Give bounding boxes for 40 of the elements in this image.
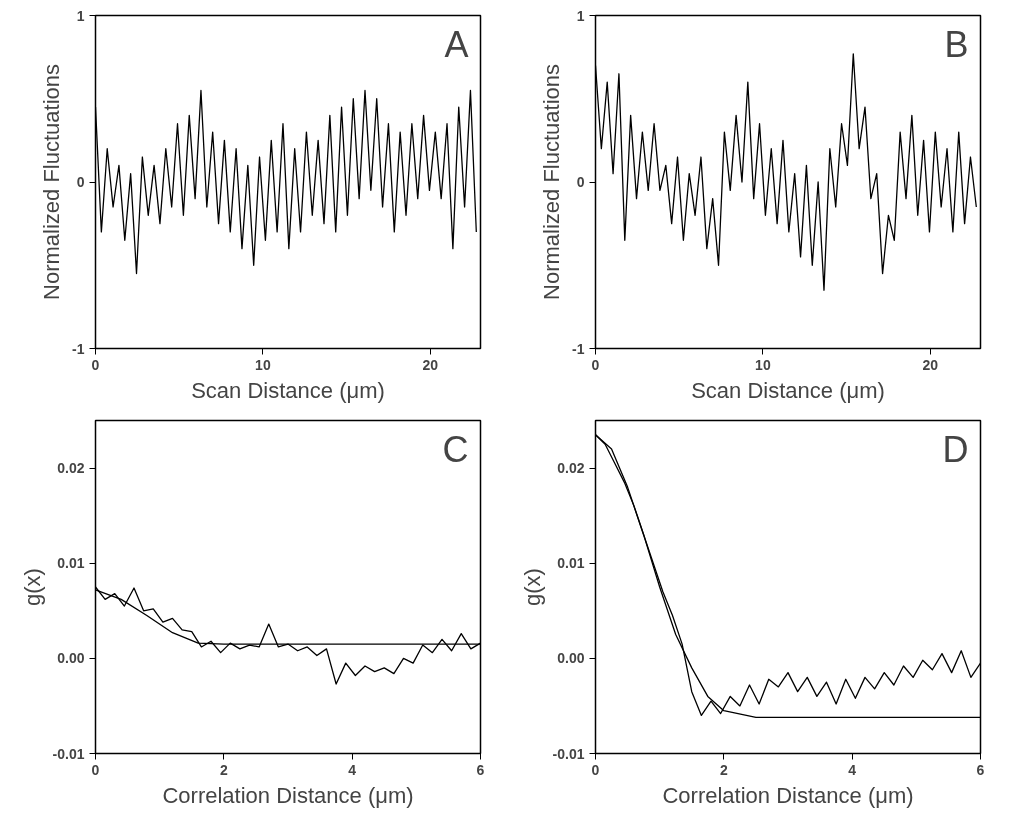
y-tick-label: 0.01 xyxy=(557,555,585,572)
y-tick-label: 0 xyxy=(576,174,585,190)
y-tick-label: 0.02 xyxy=(57,460,85,477)
x-axis-title: Correlation Distance (μm) xyxy=(662,782,914,808)
annotation: C xyxy=(442,428,469,470)
y-tick-label: 1 xyxy=(76,7,85,24)
y-tick-label: 0.00 xyxy=(57,650,85,667)
x-tick-label: 2 xyxy=(719,761,728,778)
x-axis-title: Correlation Distance (μm) xyxy=(162,782,414,808)
x-tick-label: 4 xyxy=(348,761,357,778)
x-tick-label: 6 xyxy=(976,761,985,778)
x-tick-label: 2 xyxy=(219,761,228,778)
y-tick-label: -1 xyxy=(72,340,85,357)
y-tick-label: 1 xyxy=(576,7,585,24)
y-axis-title: Normalized Fluctuations xyxy=(39,64,65,300)
annotation: D xyxy=(942,428,969,470)
x-tick-label: 10 xyxy=(755,356,771,373)
y-tick-label: 0.00 xyxy=(557,650,585,667)
x-tick-label: 0 xyxy=(91,761,100,778)
x-tick-label: 0 xyxy=(91,356,100,373)
x-tick-label: 4 xyxy=(848,761,857,778)
y-axis-title: g(x) xyxy=(19,568,45,606)
x-tick-label: 20 xyxy=(922,356,939,373)
x-tick-label: 6 xyxy=(476,761,485,778)
y-tick-label: 0.02 xyxy=(557,460,585,477)
y-tick-label: 0.01 xyxy=(57,555,85,572)
annotation: B xyxy=(944,23,969,65)
y-tick-label: -0.01 xyxy=(52,745,85,762)
y-tick-label: -1 xyxy=(572,340,585,357)
y-axis-title: g(x) xyxy=(519,568,545,606)
y-tick-label: -0.01 xyxy=(552,745,585,762)
x-tick-label: 0 xyxy=(591,356,600,373)
x-axis-title: Scan Distance (μm) xyxy=(191,377,385,403)
x-tick-label: 10 xyxy=(255,356,271,373)
annotation: A xyxy=(444,23,469,65)
x-tick-label: 0 xyxy=(591,761,600,778)
x-axis-title: Scan Distance (μm) xyxy=(691,377,885,403)
x-tick-label: 20 xyxy=(422,356,439,373)
y-tick-label: 0 xyxy=(76,174,85,190)
y-axis-title: Normalized Fluctuations xyxy=(539,64,565,300)
